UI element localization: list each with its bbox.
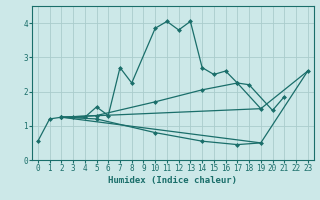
X-axis label: Humidex (Indice chaleur): Humidex (Indice chaleur) <box>108 176 237 185</box>
